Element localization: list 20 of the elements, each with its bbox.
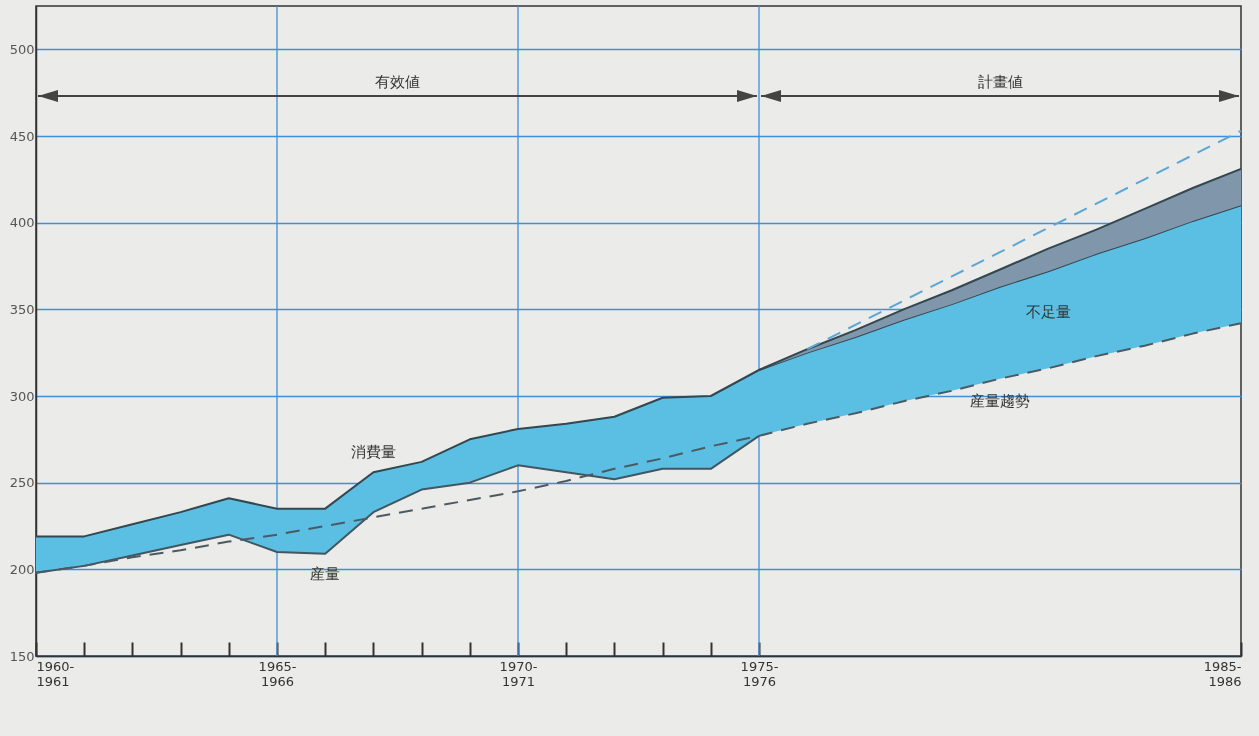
y-tick-label: 400 <box>9 215 35 231</box>
y-tick-label: 150 <box>9 648 35 664</box>
x-tick-label: 1985-1986 <box>1203 658 1242 689</box>
annotation: 不足量 <box>1025 302 1071 321</box>
y-tick-label: 250 <box>9 475 35 491</box>
annotation: 有效値 <box>375 73 420 91</box>
y-tick-label: 200 <box>9 561 35 577</box>
y-tick-label: 350 <box>9 301 35 317</box>
x-tick-label: 1970-1971 <box>499 658 538 689</box>
x-tick-label: 1960-1961 <box>36 658 75 689</box>
y-tick-label: 300 <box>9 388 35 404</box>
series-label: 産量 <box>310 564 341 583</box>
x-tick-label: 1965-1966 <box>258 658 297 689</box>
annotation: 計畫値 <box>977 73 1023 91</box>
series-label: 産量趨勢 <box>970 391 1030 410</box>
series-label: 消費量 <box>350 443 396 462</box>
y-tick-label: 500 <box>9 41 35 57</box>
x-tick-label: 1975-1976 <box>740 658 779 689</box>
line-series <box>806 129 1242 351</box>
y-tick-label: 450 <box>9 128 35 144</box>
